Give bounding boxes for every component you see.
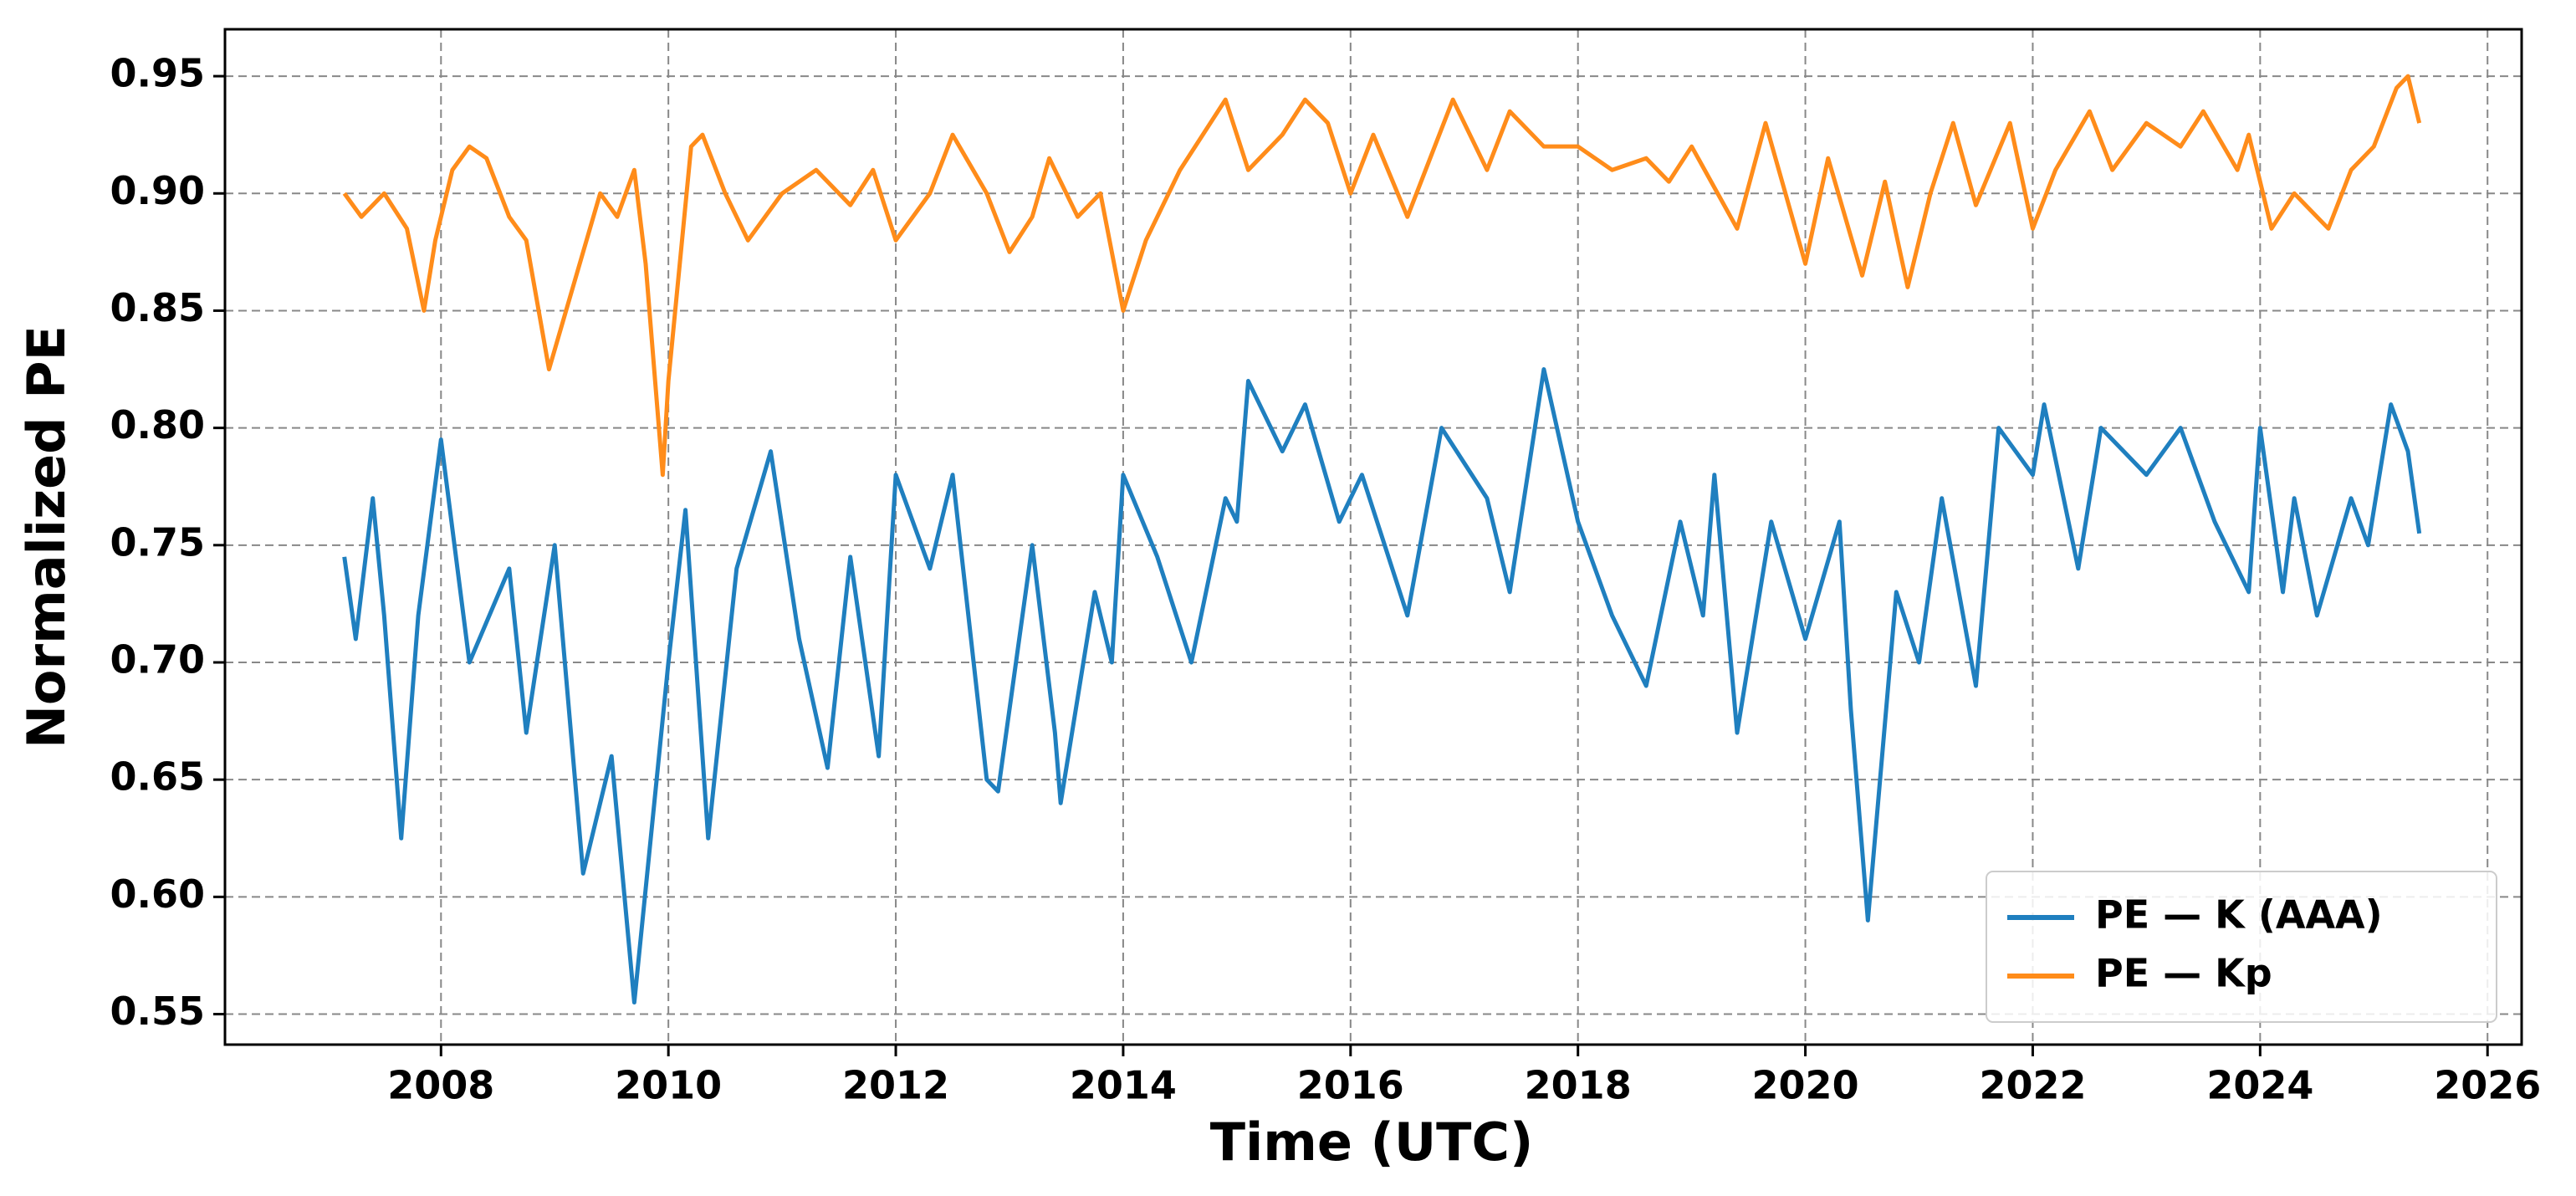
legend-box: [1986, 871, 2497, 1023]
y-tick-label: 0.70: [110, 636, 206, 682]
x-tick-label: 2026: [2434, 1063, 2541, 1108]
legend-label: PE — K (AAA): [2095, 892, 2383, 938]
x-tick-label: 2024: [2206, 1063, 2313, 1108]
x-tick-label: 2016: [1297, 1063, 1404, 1108]
y-tick-label: 0.60: [110, 871, 206, 917]
y-tick-label: 0.75: [110, 519, 206, 565]
x-tick-label: 2018: [1525, 1063, 1632, 1108]
y-tick-label: 0.95: [110, 51, 206, 96]
x-tick-label: 2022: [1979, 1063, 2086, 1108]
y-tick-label: 0.80: [110, 402, 206, 447]
y-tick-label: 0.55: [110, 989, 206, 1034]
y-axis-label: Normalized PE: [16, 325, 77, 749]
data-line: [342, 74, 2422, 478]
legend-label: PE — Kp: [2095, 951, 2272, 996]
x-tick-label: 2010: [615, 1063, 722, 1108]
x-tick-label: 2020: [1752, 1063, 1859, 1108]
y-tick-label: 0.85: [110, 285, 206, 330]
y-tick-label: 0.90: [110, 168, 206, 213]
x-tick-label: 2014: [1070, 1063, 1177, 1108]
data-line: [342, 367, 2422, 1005]
plot-frame: [223, 28, 2523, 1046]
x-axis-label: Time (UTC): [1210, 1112, 1534, 1173]
x-tick-label: 2012: [842, 1063, 949, 1108]
x-tick-label: 2008: [387, 1063, 494, 1108]
y-tick-label: 0.65: [110, 754, 206, 800]
